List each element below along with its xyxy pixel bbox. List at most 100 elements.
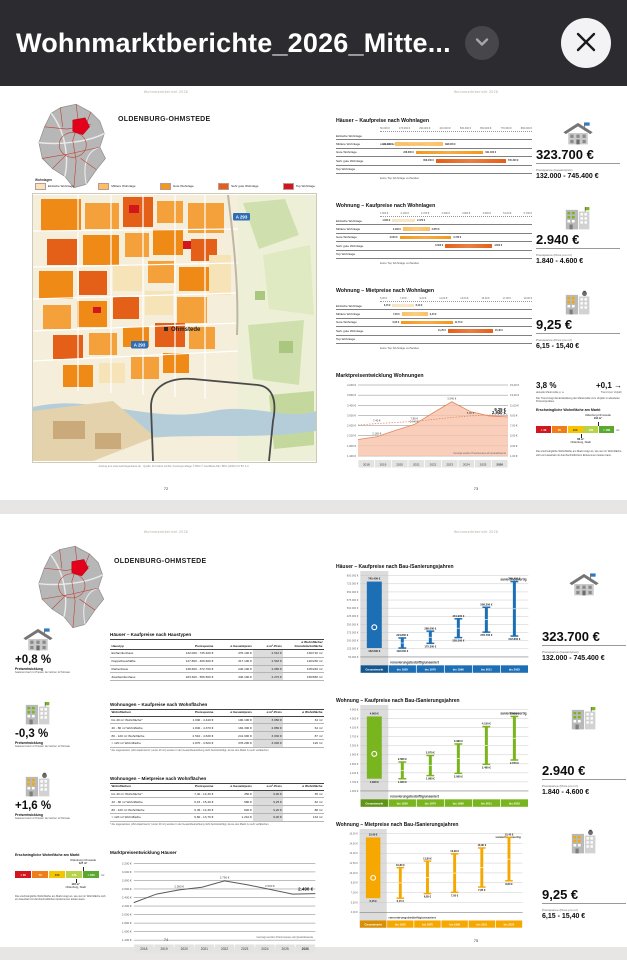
trend-value: +1,6 % [15, 799, 52, 812]
scale-segment: 130 [583, 426, 599, 434]
svg-text:500.000 €: 500.000 € [347, 606, 359, 610]
wohnlage-row: Gute Wohnlage 2.040 €3.470 € [336, 234, 532, 243]
district-title: OLDENBURG-OHMSTEDE [114, 558, 207, 565]
district-title: OLDENBURG-OHMSTEDE [118, 116, 211, 123]
svg-text:11,00 €: 11,00 € [510, 403, 519, 407]
legend-label: Einfache Wohnlage [48, 184, 74, 189]
svg-text:Gesamtmarkt: Gesamtmarkt [365, 801, 383, 805]
section-wohnung-kaufpreise-wohnlagen: Wohnung – Kaufpreise nach Wohnlagen 1.50… [330, 203, 620, 285]
svg-text:1.980 €: 1.980 € [426, 777, 435, 781]
svg-text:4,00 €: 4,00 € [351, 911, 359, 914]
svg-text:Ohmstede: Ohmstede [171, 327, 201, 333]
svg-text:4.150 €: 4.150 € [482, 722, 491, 726]
wohnlage-row: Top Wohnlage keine Top Wohnlage vorhanden [336, 251, 532, 265]
spread-pages-72-73[interactable]: Wohnmarktbericht 2026 OLDENBURG-OHMSTEDE… [0, 86, 627, 500]
svg-text:2.670 €: 2.670 € [510, 761, 519, 765]
divider [542, 903, 626, 904]
scale-segment: 70 [551, 426, 567, 434]
divider [542, 779, 626, 780]
trend-sub: basierend auf m²-Preisen der letzten 12 … [15, 744, 70, 748]
viewer-header: Wohnmarktberichte_2026_Mitte... [0, 0, 627, 86]
scale-segment: 100 [567, 426, 583, 434]
svg-text:4.100 €: 4.100 € [350, 726, 359, 730]
svg-text:1.600 €: 1.600 € [122, 930, 132, 934]
svg-text:2020: 2020 [181, 947, 188, 951]
svg-text:3,00 €: 3,00 € [510, 444, 518, 448]
scale-segment: > 160 [83, 871, 100, 878]
table-title: Wohnungen – Kaufpreise nach Wohnflächen [110, 702, 208, 707]
svg-text:renovierungsbedürftig/unsanier: renovierungsbedürftig/unsaniert [389, 916, 436, 920]
svg-text:4.600 €: 4.600 € [510, 712, 519, 716]
running-header: Wohnmarktbericht 2026 [453, 90, 499, 94]
svg-text:2024: 2024 [261, 947, 268, 951]
page-number-73: 73 [473, 486, 479, 491]
wohnlage-row: Einfache Wohnlage 6,15 €8,10 € [336, 302, 532, 311]
table-row: 80 - 120 m² Wohnfläche 2.510 - 4.630 €241… [110, 731, 324, 740]
svg-text:13,80 €: 13,80 € [477, 843, 486, 847]
table-row: > 120 m² Wohnfläche 6,60 - 13,70 €1.210 €… [110, 813, 324, 822]
trend-value: +0,8 % [15, 653, 52, 666]
wohnlagen-legend-title: Wohnlagen [35, 178, 53, 182]
svg-text:2.080 €: 2.080 € [454, 774, 463, 778]
trend-label: Preisentwicklung [15, 812, 43, 817]
svg-text:9,00 €: 9,00 € [510, 413, 518, 417]
title-dropdown-button[interactable] [464, 26, 499, 60]
city-district-map [35, 544, 113, 630]
svg-text:278.700 €: 278.700 € [480, 633, 492, 637]
svg-text:bis 2025: bis 2025 [504, 922, 515, 926]
wohnlagen-street-map: A 293 A 293 Ohmstede [32, 193, 317, 463]
svg-text:1.400 €: 1.400 € [347, 454, 356, 458]
page-73: Wohnmarktbericht 2026 Häuser – Kaufpreis… [330, 86, 622, 500]
svg-text:4.600 €: 4.600 € [370, 712, 379, 716]
wohnlage-row: Sehr gute Wohnlage 358.200 €745.400 € [336, 157, 532, 166]
affordability-title: Erschwingliche Wohnfläche am Markt [536, 408, 601, 413]
svg-text:2.590 €: 2.590 € [265, 884, 275, 888]
svg-text:650.000 €: 650.000 € [347, 590, 359, 594]
price-range-label: Preisspanne (Gesamtpreis) [542, 650, 579, 654]
chart-title: Wohnung – Mietpreise nach Bau-/Sanierung… [336, 822, 459, 828]
price-range-value: 1.840 - 4.600 € [536, 258, 584, 265]
chart-title: Marktpreisentwicklung Häuser [110, 850, 177, 855]
apartment-orange-icon [21, 772, 105, 798]
wohnlage-row: Mittlere Wohnlage 132.000 €398.000 € [336, 140, 532, 149]
scale-segment: 130 [66, 871, 83, 878]
apartment-orange-icon [567, 829, 601, 855]
svg-text:2025: 2025 [281, 947, 288, 951]
page-number-74: 74 [163, 937, 169, 942]
trend-block: +0,1 → Trend zum Vorjahr [596, 381, 622, 394]
svg-text:12,90 €: 12,90 € [450, 849, 459, 853]
svg-text:2025: 2025 [480, 462, 487, 466]
average-price: 323.700 € [536, 147, 594, 162]
affordability-scale: Oldenburg-Ohmstede 127 m² < 40 70 100 130 > 16… [15, 859, 107, 892]
price-info: 323.700 € Preisspanne (Gesamtpreis) 132.… [542, 571, 626, 662]
house-icon [567, 571, 601, 597]
svg-text:125.000 €: 125.000 € [347, 647, 359, 651]
wohnlagen-bar-chart: 1.500 €2.100 €2.700 €3.300 €3.900 €4.500… [336, 212, 532, 265]
svg-text:13,00 €: 13,00 € [510, 393, 519, 397]
svg-text:2.480 €: 2.480 € [482, 765, 491, 769]
svg-text:132.000 €: 132.000 € [368, 649, 380, 653]
price-range-value: 6,15 - 15,40 € [536, 343, 580, 350]
axis-ticks: 50.000 €170.000 €290.000 €410.000 €530.0… [380, 127, 532, 132]
axis-ticks: 5,00 €7,00 €9,00 €11,00 €13,00 €15,00 €1… [380, 297, 532, 302]
table-row: bis 40 m² Wohnfläche* 7,40 - 14,30 €350 €… [110, 790, 324, 799]
spread-pages-74-75[interactable]: Wohnmarktbericht 2026 OLDENBURG-OHMSTEDE… [0, 514, 627, 953]
table-wohnungen-kauf-wohnflaechen: Wohnungen – Kaufpreise nach Wohnflächen … [110, 702, 324, 753]
svg-text:3.380 €: 3.380 € [454, 739, 463, 743]
table-title: Häuser – Kaufpreise nach Haustypen [110, 632, 192, 637]
svg-text:bis 2025: bis 2025 [509, 801, 520, 805]
average-price: 2.940 € [536, 232, 580, 247]
svg-text:1.700 €: 1.700 € [350, 780, 359, 784]
table-row: Zweifamilienhaus 183.300 - 556.500 €346.1… [110, 672, 324, 682]
svg-text:3.540 €: 3.540 € [447, 397, 456, 401]
svg-text:8,50 €: 8,50 € [351, 882, 359, 885]
svg-text:1.840 €: 1.840 € [370, 780, 379, 784]
table-row: 40 - 80 m² Wohnfläche 6,15 - 15,40 €580 €… [110, 797, 324, 807]
svg-text:1.800 €: 1.800 € [122, 921, 132, 925]
average-price: 2.940 € [542, 763, 586, 778]
table-row: > 120 m² Wohnfläche 1.870 - 4.520 €378.20… [110, 739, 324, 748]
svg-text:3.000 €: 3.000 € [122, 870, 132, 874]
svg-text:3.400 €: 3.400 € [347, 403, 356, 407]
close-button[interactable] [561, 18, 611, 68]
